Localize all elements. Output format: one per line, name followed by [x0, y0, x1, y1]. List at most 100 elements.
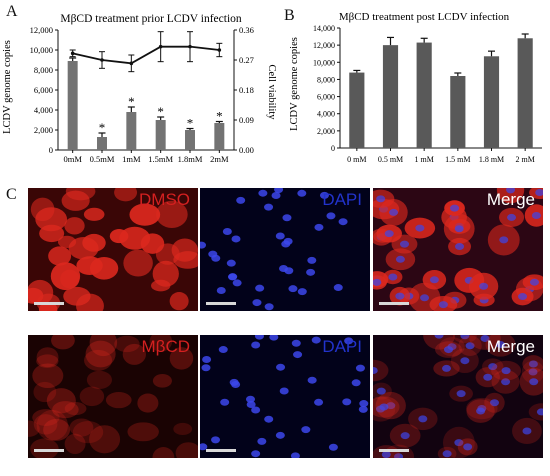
- viability-point: [129, 61, 134, 66]
- nucleus: [529, 378, 539, 386]
- nucleus: [429, 276, 439, 284]
- nucleus: [529, 278, 539, 286]
- micrograph-image: [200, 188, 370, 311]
- bar: [126, 112, 137, 150]
- cell: [83, 207, 105, 221]
- nucleus: [373, 278, 382, 286]
- cell: [175, 442, 198, 458]
- nucleus: [456, 390, 466, 398]
- nucleus: [483, 373, 493, 381]
- nucleus: [442, 450, 452, 458]
- nucleus: [379, 403, 389, 411]
- nucleus: [476, 407, 486, 415]
- nucleus: [264, 415, 274, 423]
- cell: [36, 409, 68, 441]
- significance-star: *: [187, 116, 194, 131]
- micrograph-label: Merge: [486, 337, 535, 356]
- nucleus: [358, 405, 368, 413]
- cell: [140, 233, 165, 254]
- nucleus: [480, 335, 490, 342]
- nucleus: [386, 402, 396, 410]
- significance-star: *: [99, 120, 106, 135]
- nucleus: [454, 439, 464, 447]
- nucleus: [293, 351, 303, 359]
- cell: [64, 402, 87, 416]
- cell: [36, 354, 59, 368]
- viability-point: [100, 58, 104, 62]
- nucleus: [254, 335, 264, 340]
- nucleus: [291, 339, 301, 347]
- cell: [28, 420, 40, 437]
- cell: [122, 343, 146, 365]
- nucleus: [395, 255, 405, 263]
- nucleus: [314, 223, 324, 231]
- nucleus: [531, 211, 541, 219]
- y2-tick-label: 0.36: [239, 25, 254, 35]
- micrograph-label: DAPI: [322, 190, 362, 209]
- micrograph-image: [373, 335, 543, 458]
- nucleus: [415, 224, 425, 232]
- nucleus: [518, 293, 528, 301]
- nucleus: [282, 214, 292, 222]
- nucleus: [252, 299, 262, 307]
- chart-b-y-axis-label: LCDV genome copies: [289, 37, 300, 131]
- bar: [450, 76, 466, 148]
- y2-tick-label: 0.09: [239, 115, 254, 125]
- nucleus: [297, 189, 307, 197]
- nucleus: [342, 398, 352, 406]
- micrograph-dimred: MβCD: [28, 335, 198, 458]
- nucleus: [376, 387, 386, 395]
- nucleus: [290, 452, 300, 458]
- x-tick-label: 1.5mM: [148, 154, 173, 164]
- nucleus: [442, 364, 452, 372]
- nucleus: [264, 203, 274, 211]
- nucleus: [434, 335, 444, 339]
- cell: [496, 188, 525, 204]
- nucleus: [226, 259, 236, 267]
- cell: [35, 207, 68, 232]
- nucleus: [373, 367, 378, 375]
- scale-bar: [379, 449, 409, 452]
- viability-point: [217, 48, 222, 52]
- viability-point: [188, 44, 192, 49]
- nucleus: [251, 406, 261, 414]
- cell: [79, 386, 105, 407]
- micrograph-label: Merge: [486, 190, 535, 209]
- cell: [114, 335, 140, 353]
- micrograph-background: [373, 335, 543, 458]
- viability-point: [158, 44, 163, 49]
- cell: [173, 422, 193, 436]
- viability-point: [70, 51, 75, 56]
- nucleus: [326, 212, 336, 220]
- nucleus: [460, 357, 470, 365]
- nucleus: [307, 256, 317, 264]
- nucleus: [245, 395, 255, 403]
- nucleus: [279, 265, 289, 273]
- nucleus: [301, 426, 311, 434]
- x-tick-label: 1mM: [122, 154, 141, 164]
- nucleus: [522, 427, 532, 435]
- nucleus: [258, 189, 268, 197]
- nucleus: [355, 364, 365, 372]
- cell: [151, 279, 171, 292]
- chart-a-y-axis-label: LCDV genome copies: [2, 40, 13, 134]
- nucleus: [536, 408, 543, 416]
- y-tick-label: 8,000: [317, 75, 335, 84]
- micrograph-red: DMSO: [28, 188, 198, 311]
- y-tick-label: 2,000: [317, 127, 335, 136]
- viability-line: [72, 45, 220, 65]
- y-tick-label: 14,000: [313, 24, 335, 33]
- cell: [152, 447, 175, 458]
- nucleus: [450, 204, 460, 212]
- nucleus: [395, 292, 405, 300]
- cell: [36, 347, 59, 368]
- nucleus: [501, 367, 511, 375]
- cell: [86, 370, 112, 390]
- nucleus: [488, 363, 498, 371]
- micrograph-dimmerge: Merge: [373, 335, 543, 458]
- micrograph-image: [200, 335, 370, 458]
- y-tick-label: 6,000: [34, 85, 53, 95]
- nucleus: [211, 254, 221, 262]
- nucleus: [455, 243, 465, 251]
- x-tick-label: 2mM: [210, 154, 229, 164]
